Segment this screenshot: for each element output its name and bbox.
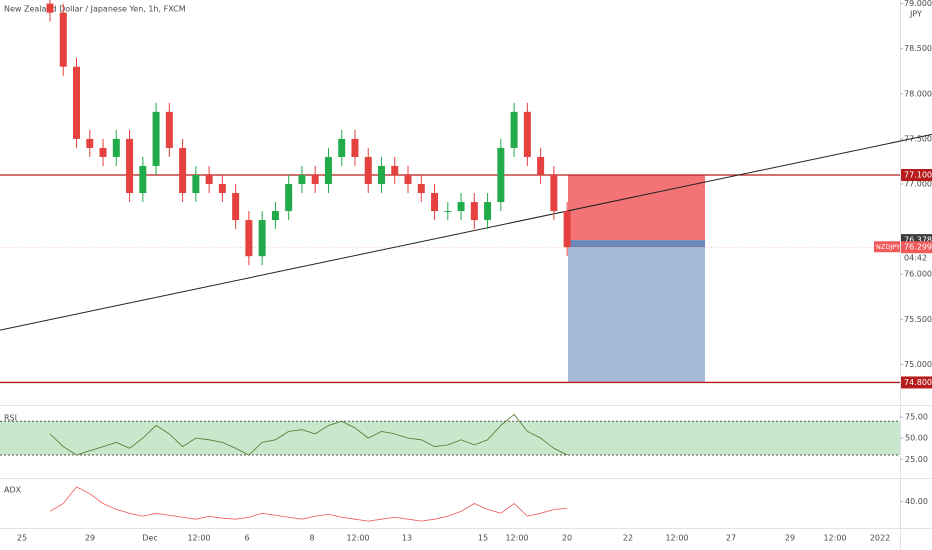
x-tick-label: 2022 xyxy=(870,534,890,543)
candle-body xyxy=(457,202,465,212)
candle-body xyxy=(99,147,107,157)
candle-body xyxy=(484,202,492,221)
x-tick-label: 15 xyxy=(478,534,488,543)
candle-body xyxy=(378,165,385,185)
last-price-label: 76.299 xyxy=(904,243,932,252)
candle-body xyxy=(431,193,439,212)
stop-zone xyxy=(568,174,705,241)
candle-body xyxy=(391,165,399,175)
x-tick-label: 12:00 xyxy=(505,534,528,543)
x-tick-label: 27 xyxy=(726,534,736,543)
countdown: 04:42 xyxy=(904,254,927,263)
entry-band xyxy=(568,240,705,248)
candle-body xyxy=(192,174,200,194)
rsi-tick-label: 25.00 xyxy=(905,455,928,464)
candle-body xyxy=(324,156,332,185)
x-tick-label: 12:00 xyxy=(187,534,210,543)
currency-label: JPY xyxy=(909,10,922,19)
entry-label: 76.378 xyxy=(904,236,932,245)
candle-body xyxy=(245,220,253,257)
x-tick-label: 29 xyxy=(85,534,95,543)
x-tick-label: 22 xyxy=(623,534,633,543)
candle-body xyxy=(550,174,558,212)
candle-body xyxy=(59,12,67,67)
candle-body xyxy=(510,111,518,148)
candle-body xyxy=(470,202,478,221)
candle-body xyxy=(537,156,545,175)
rsi-tick-label: 75.00 xyxy=(905,412,928,421)
x-tick-label: 12:00 xyxy=(346,534,369,543)
candle-body xyxy=(86,138,94,148)
x-tick-label: 25 xyxy=(17,534,27,543)
chart-title: New Zealand Dollar / Japanese Yen, 1h, F… xyxy=(4,5,186,14)
candle-body xyxy=(404,174,412,185)
candle-body xyxy=(271,211,279,221)
candle-body xyxy=(444,211,452,213)
candle-body xyxy=(497,147,505,203)
candle-body xyxy=(298,174,306,185)
candle-body xyxy=(232,193,240,221)
target-box xyxy=(901,376,932,389)
candle-body xyxy=(139,165,147,194)
candle-body xyxy=(179,147,187,194)
adx-line xyxy=(49,486,568,522)
y-tick-label: 77.500 xyxy=(904,134,932,143)
target-zone xyxy=(568,247,705,383)
stop-label: 77.100 xyxy=(904,170,932,179)
x-tick-label: 8 xyxy=(309,534,314,543)
y-tick-label: 78.000 xyxy=(904,89,932,98)
candle-body xyxy=(218,184,226,194)
y-tick-label: 75.500 xyxy=(904,315,932,324)
candle-body xyxy=(285,184,293,212)
candle-body xyxy=(351,138,359,157)
candle-body xyxy=(417,184,425,194)
x-tick-label: Dec xyxy=(142,534,157,543)
candle-body xyxy=(165,111,173,148)
rsi-label: RSI xyxy=(4,414,17,423)
candle-body xyxy=(112,138,120,157)
x-tick-label: 6 xyxy=(244,534,249,543)
rsi-line xyxy=(49,413,568,456)
stop-box xyxy=(901,168,932,181)
candle-body xyxy=(523,111,531,157)
y-tick-label: 77.000 xyxy=(904,180,932,189)
candle-body xyxy=(563,211,571,248)
x-tick-label: 20 xyxy=(562,534,572,543)
candle-body xyxy=(311,174,319,185)
y-tick-label: 75.000 xyxy=(904,360,932,369)
x-tick-label: 29 xyxy=(785,534,795,543)
candle-body xyxy=(205,174,213,185)
candle-body xyxy=(338,138,346,157)
trendline xyxy=(0,133,932,331)
candle-body xyxy=(152,111,160,166)
y-tick-label: 78.500 xyxy=(904,44,932,53)
x-tick-label: 12:00 xyxy=(665,534,688,543)
candle-body xyxy=(126,138,134,194)
candle-body xyxy=(46,3,54,13)
y-tick-label: 79.000 xyxy=(904,0,932,8)
candle-body xyxy=(73,66,81,139)
x-tick-label: 12:00 xyxy=(823,534,846,543)
last-price-box xyxy=(901,241,932,254)
symbol-box xyxy=(874,241,900,253)
adx-tick-label: 40.00 xyxy=(905,497,928,506)
target-label: 74.800 xyxy=(904,378,932,387)
rsi-tick-label: 50.00 xyxy=(905,434,928,443)
candle-body xyxy=(258,220,266,257)
candle-body xyxy=(364,156,372,185)
symbol-label: NZDJPY xyxy=(876,243,900,251)
adx-label: ADX xyxy=(4,486,22,495)
rsi-band xyxy=(0,421,900,456)
y-tick-label: 76.000 xyxy=(904,270,932,279)
x-tick-label: 13 xyxy=(402,534,412,543)
